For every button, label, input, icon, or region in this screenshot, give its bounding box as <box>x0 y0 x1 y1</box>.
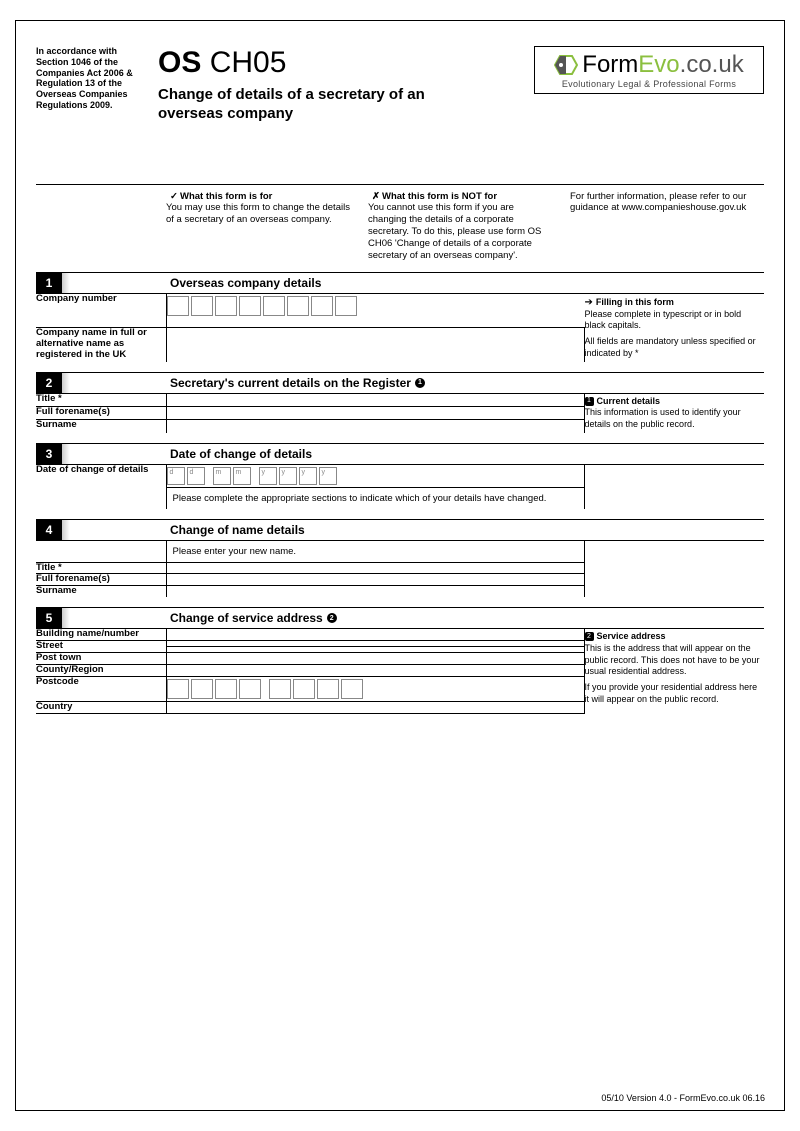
s5-note-b: If you provide your residential address … <box>585 680 765 707</box>
section-4-bar: 4 Change of name details <box>36 519 764 541</box>
logo: FormEvo.co.uk Evolutionary Legal & Profe… <box>534 46 764 94</box>
s5-note-a: This is the address that will appear on … <box>585 643 760 676</box>
section-5-title: Change of service address2 <box>166 608 764 628</box>
s5-county-label: County/Region <box>36 665 166 677</box>
s4-surname-input[interactable] <box>166 586 584 597</box>
s5-posttown-label: Post town <box>36 653 166 665</box>
s2-forename-input[interactable] <box>166 406 584 419</box>
s2-title-input[interactable] <box>166 394 584 407</box>
s2-note-hd: Current details <box>597 396 661 406</box>
s4-forename-input[interactable] <box>166 574 584 586</box>
header: In accordance with Section 1046 of the C… <box>36 46 764 124</box>
legal-note: In accordance with Section 1046 of the C… <box>36 46 146 111</box>
s1-note-a: Please complete in typescript or in bold… <box>585 309 742 331</box>
info-not-hd: What this form is NOT for <box>382 191 497 202</box>
info-for-hd: What this form is for <box>180 191 272 202</box>
company-number-input[interactable] <box>166 294 584 328</box>
section-5-note: 2Service address This is the address tha… <box>584 629 764 713</box>
s5-country-label: Country <box>36 702 166 714</box>
s5-note-hd: Service address <box>597 631 666 641</box>
s5-street-label: Street <box>36 641 166 653</box>
hex-icon <box>554 53 578 77</box>
logo-brand2: Evo <box>638 51 679 78</box>
section-3-body: Date of change of details dd mm yyyy Ple… <box>36 465 764 509</box>
cross-icon: ✗ <box>368 191 380 203</box>
s2-forename-label: Full forename(s) <box>36 406 166 419</box>
info-for: ✓What this form is for You may use this … <box>166 191 360 262</box>
section-1-body: Company number ➔Filling in this form Ple… <box>36 294 764 362</box>
form-title: Change of details of a secretary of an o… <box>158 86 458 124</box>
form-code-light: CH05 <box>210 46 287 79</box>
info-further: For further information, please refer to… <box>570 191 764 262</box>
section-4-body: Please enter your new name. Title * Full… <box>36 541 764 598</box>
sup-1-icon: 1 <box>415 378 425 388</box>
s5-postcode-label: Postcode <box>36 677 166 702</box>
title-block: OS CH05 Change of details of a secretary… <box>158 46 522 124</box>
section-2-bar: 2 Secretary's current details on the Reg… <box>36 372 764 394</box>
s2-note-a: This information is used to identify you… <box>585 407 741 429</box>
s4-instruction: Please enter your new name. <box>166 541 584 563</box>
s5-country-input[interactable] <box>166 702 584 714</box>
section-1-num: 1 <box>36 273 62 293</box>
s3-date-label: Date of change of details <box>36 465 166 509</box>
tick-icon: ✓ <box>166 191 178 203</box>
logo-tagline: Evolutionary Legal & Professional Forms <box>545 79 753 89</box>
info-not: ✗What this form is NOT for You cannot us… <box>368 191 562 262</box>
section-3-bar: 3 Date of change of details <box>36 443 764 465</box>
company-name-label: Company name in full or alternative name… <box>36 328 166 362</box>
section-3-title: Date of change of details <box>166 444 764 464</box>
s5-building-label: Building name/number <box>36 629 166 640</box>
section-2-title: Secretary's current details on the Regis… <box>166 373 764 393</box>
divider <box>36 184 764 185</box>
section-4-num: 4 <box>36 520 62 540</box>
sup-1-note-icon: 1 <box>585 397 594 406</box>
section-2-note: 1Current details This information is use… <box>584 394 764 433</box>
section-1-note: ➔Filling in this form Please complete in… <box>584 294 764 362</box>
s1-note-b: All fields are mandatory unless specifie… <box>585 334 765 361</box>
section-3-num: 3 <box>36 444 62 464</box>
section-5-num: 5 <box>36 608 62 628</box>
sup-2-note-icon: 2 <box>585 632 594 641</box>
footer: 05/10 Version 4.0 - FormEvo.co.uk 06.16 <box>601 1093 765 1103</box>
s5-building-input[interactable] <box>166 629 584 640</box>
company-name-input[interactable] <box>166 328 584 362</box>
section-1-bar: 1 Overseas company details <box>36 272 764 294</box>
section-5-body: Building name/number 2Service address Th… <box>36 629 764 714</box>
section-5-bar: 5 Change of service address2 <box>36 607 764 629</box>
s3-date-input[interactable]: dd mm yyyy <box>166 465 584 488</box>
company-number-label: Company number <box>36 294 166 328</box>
section-4-title: Change of name details <box>166 520 764 540</box>
s2-title-label: Title * <box>36 394 166 407</box>
info-row: ✓What this form is for You may use this … <box>36 191 764 262</box>
s5-county-input[interactable] <box>166 665 584 677</box>
arrow-icon: ➔ <box>585 296 593 309</box>
section-1-title: Overseas company details <box>166 273 764 293</box>
s4-forename-label: Full forename(s) <box>36 574 166 586</box>
section-2-num: 2 <box>36 373 62 393</box>
s5-postcode-input[interactable] <box>166 677 584 702</box>
s3-instruction: Please complete the appropriate sections… <box>166 487 584 509</box>
s4-title-label: Title * <box>36 562 166 574</box>
section-2-body: Title * 1Current details This informatio… <box>36 394 764 433</box>
s2-surname-label: Surname <box>36 420 166 433</box>
s4-title-input[interactable] <box>166 562 584 574</box>
form-code: OS CH05 <box>158 46 522 80</box>
s5-posttown-input[interactable] <box>166 653 584 665</box>
s2-surname-input[interactable] <box>166 420 584 433</box>
sup-2-icon: 2 <box>327 613 337 623</box>
s4-surname-label: Surname <box>36 586 166 597</box>
s1-note-hd: Filling in this form <box>596 297 674 307</box>
info-not-body: You cannot use this form if you are chan… <box>368 202 541 261</box>
logo-brand3: .co.uk <box>680 51 744 78</box>
logo-brand1: Form <box>582 51 638 78</box>
form-code-bold: OS <box>158 46 201 79</box>
info-for-body: You may use this form to change the deta… <box>166 202 350 225</box>
info-further-link: www.companieshouse.gov.uk <box>622 202 746 213</box>
